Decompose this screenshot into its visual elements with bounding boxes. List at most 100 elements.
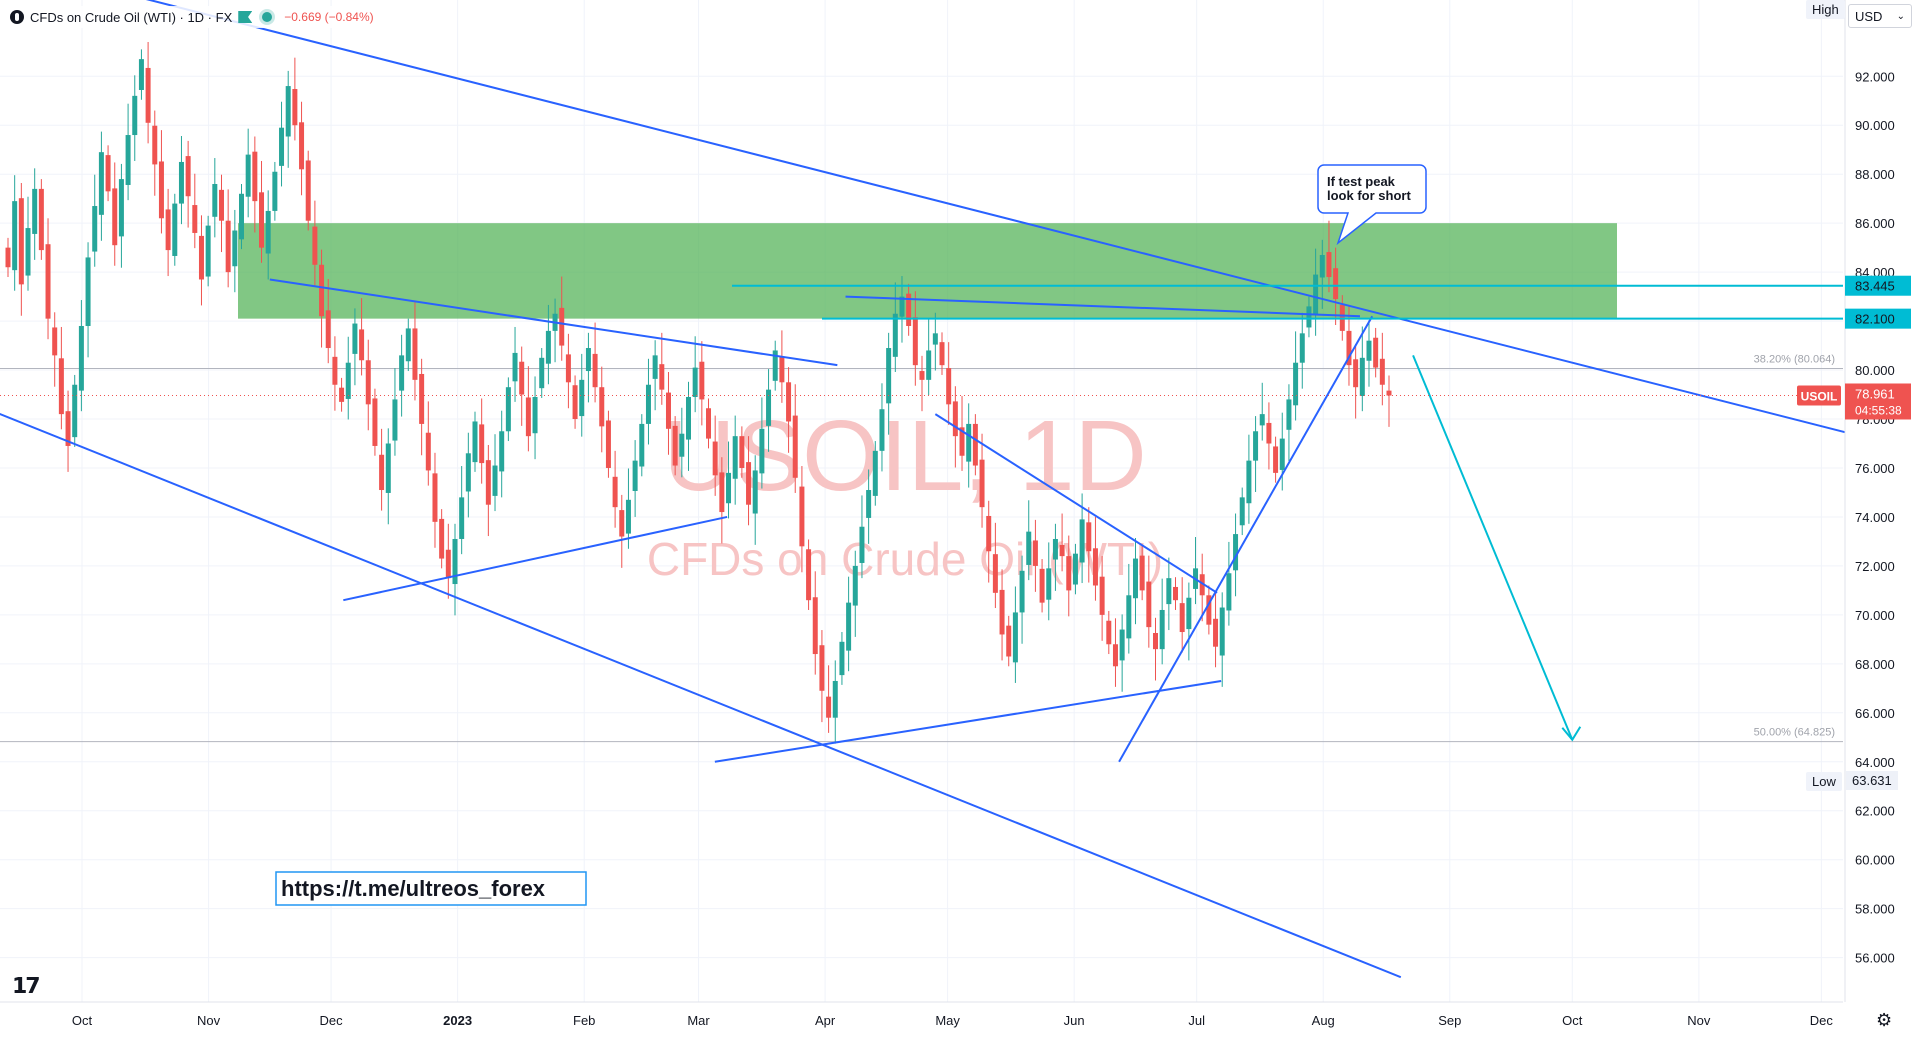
telegram-link[interactable]: https://t.me/ultreos_forex [276, 872, 586, 905]
candle-body [666, 393, 671, 429]
candle-body [699, 362, 704, 400]
candle-body [1300, 333, 1305, 362]
candle-body [186, 156, 191, 196]
candle-body [299, 122, 304, 169]
candle-body [46, 244, 51, 318]
candle-body [846, 603, 851, 651]
candle-body [1366, 341, 1371, 361]
gear-icon[interactable]: ⚙ [1876, 1010, 1892, 1031]
candle-body [953, 401, 958, 436]
candle-body [1280, 439, 1285, 470]
time-tick-label: Mar [687, 1013, 710, 1028]
candle-body [292, 89, 297, 125]
candle-body [199, 236, 204, 280]
candle-body [1313, 275, 1318, 316]
price-tick-label: 74.000 [1855, 510, 1895, 525]
watermark-subtitle: CFDs on Crude Oil (WTI) [647, 533, 1163, 585]
candle-body [1120, 630, 1125, 661]
candle-body [513, 353, 518, 381]
candle-body [399, 355, 404, 390]
candle-body [1246, 461, 1251, 504]
symbol-title[interactable]: CFDs on Crude Oil (WTI) · 1D · FX [30, 10, 232, 25]
candle-body [406, 328, 411, 361]
candle-body [1006, 626, 1011, 657]
candle-body [686, 397, 691, 440]
candle-body [1153, 633, 1158, 649]
price-tick-label: 58.000 [1855, 902, 1895, 917]
time-axis[interactable]: Oct Nov Dec 2023 Feb Mar Apr May Jun Jul Aug Sep Oct… [0, 1002, 1919, 1037]
candle-body [473, 421, 478, 462]
candle-body [239, 194, 244, 240]
candle-body [412, 328, 417, 379]
candle-body [119, 179, 124, 236]
candle-body [1020, 571, 1025, 613]
candle-body [499, 431, 504, 471]
candle-body [626, 500, 631, 534]
candle-body [1026, 532, 1031, 565]
candle-body [559, 308, 564, 346]
callout-text-line2: look for short [1327, 188, 1411, 203]
price-tick-label: 60.000 [1855, 853, 1895, 868]
candle-body [993, 554, 998, 593]
candle-body [1113, 644, 1118, 666]
time-tick-label: Aug [1312, 1013, 1335, 1028]
candle-body [1073, 554, 1078, 585]
candle-body [966, 424, 971, 462]
candle-body [192, 205, 197, 233]
candle-body [1333, 268, 1338, 299]
currency-select[interactable]: USD ⌄ [1848, 4, 1912, 28]
candle-body [506, 387, 511, 431]
candle-body [246, 155, 251, 197]
time-tick-label: Sep [1438, 1013, 1461, 1028]
candle-body [1286, 399, 1291, 429]
candle-body [1046, 568, 1051, 599]
candle-body [166, 209, 171, 250]
price-tick-label: 76.000 [1855, 461, 1895, 476]
candle-body [1220, 608, 1225, 656]
candle-body [1186, 598, 1191, 629]
price-tick-label: 72.000 [1855, 559, 1895, 574]
candle-body [1146, 582, 1151, 628]
candle-body [799, 487, 804, 547]
candle-body [419, 374, 424, 424]
candle-body [786, 382, 791, 421]
candle-body [219, 190, 224, 221]
candle-body [79, 326, 84, 391]
link-text[interactable]: https://t.me/ultreos_forex [281, 876, 546, 901]
currency-value: USD [1855, 9, 1882, 24]
tradingview-logo-icon[interactable]: 𝟭𝟳 [12, 973, 39, 999]
candle-body [1160, 610, 1165, 649]
candle-body [806, 549, 811, 600]
candle-body [86, 257, 91, 326]
candle-body [946, 368, 951, 404]
fib-label: 38.20% (80.064) [1754, 353, 1835, 365]
candle-body [126, 135, 131, 185]
candle-body [179, 162, 184, 204]
zones [238, 223, 1617, 318]
candle-body [1100, 577, 1105, 615]
candle-body [1320, 255, 1325, 278]
candle-body [346, 363, 351, 399]
time-tick-label: Nov [197, 1013, 221, 1028]
candle-body [586, 348, 591, 371]
candle-body [1380, 359, 1385, 385]
candle-body [926, 350, 931, 379]
candle-body [39, 189, 44, 250]
candle-body [739, 436, 744, 468]
candle-body [753, 470, 758, 513]
candle-body [32, 189, 37, 234]
high-label: High [1806, 0, 1845, 19]
candle-body [366, 360, 371, 404]
candle-body [566, 354, 571, 382]
candle-body [266, 211, 271, 254]
candle-body [1126, 595, 1131, 638]
symbol-header[interactable]: CFDs on Crude Oil (WTI) · 1D · FX −0.669… [6, 6, 378, 28]
candle-body [893, 314, 898, 357]
candle-body [159, 161, 164, 218]
candle-body [526, 397, 531, 436]
flag-icon[interactable] [238, 11, 252, 23]
candle-body [819, 645, 824, 691]
time-tick-label: Nov [1687, 1013, 1711, 1028]
candle-body [6, 248, 11, 268]
